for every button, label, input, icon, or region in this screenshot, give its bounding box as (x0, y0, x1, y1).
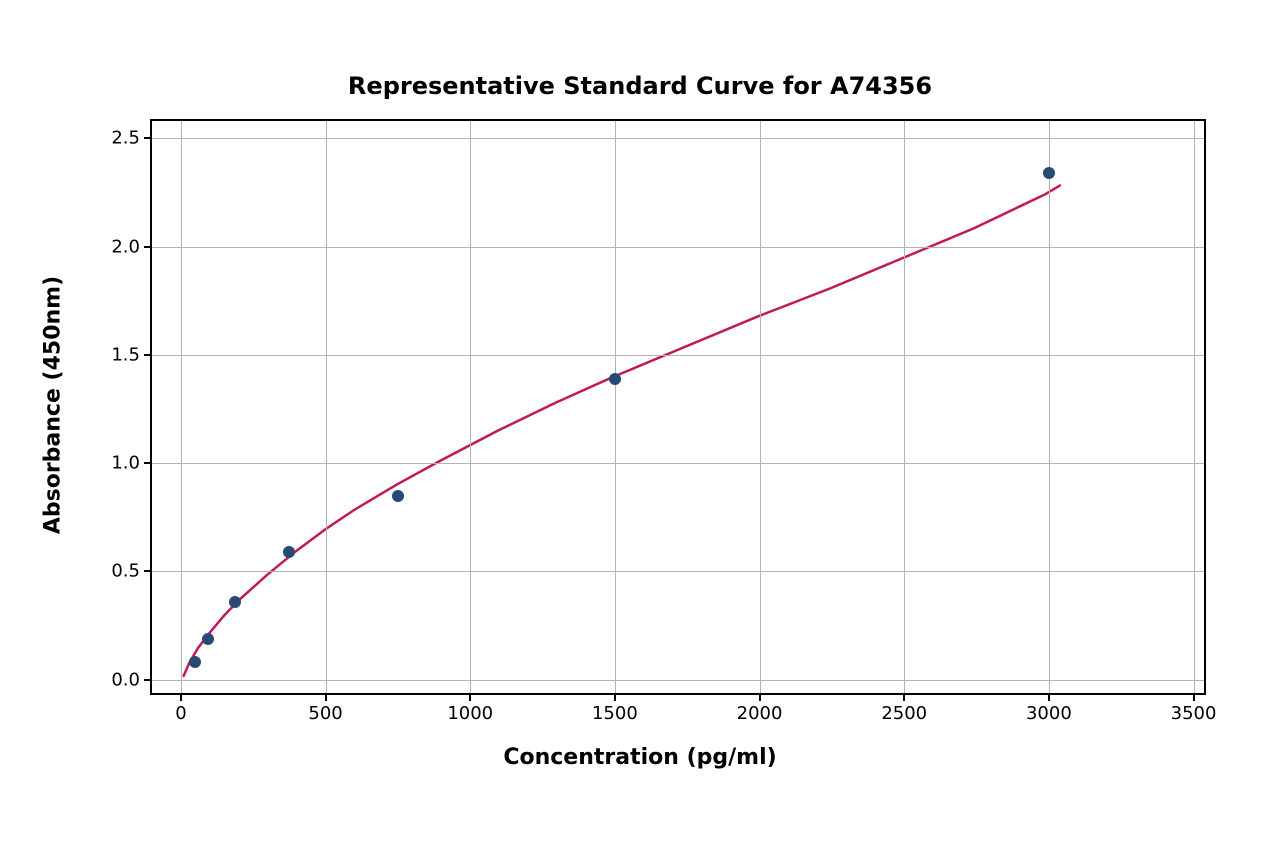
grid-line-horizontal (152, 138, 1204, 139)
y-tick-mark (144, 462, 152, 464)
y-tick-label: 1.5 (111, 344, 140, 365)
data-point (1043, 167, 1055, 179)
x-tick-mark (759, 693, 761, 701)
grid-line-horizontal (152, 355, 1204, 356)
grid-line-vertical (904, 121, 905, 693)
fit-curve-svg (152, 121, 1204, 693)
data-point (202, 633, 214, 645)
x-tick-label: 1000 (447, 703, 493, 724)
grid-line-vertical (615, 121, 616, 693)
x-tick-mark (903, 693, 905, 701)
x-tick-label: 2500 (881, 703, 927, 724)
data-point (609, 373, 621, 385)
x-tick-label: 1500 (592, 703, 638, 724)
data-point (283, 546, 295, 558)
y-tick-label: 0.0 (111, 669, 140, 690)
grid-line-vertical (760, 121, 761, 693)
y-axis-label: Absorbance (450nm) (41, 276, 66, 534)
x-tick-label: 3000 (1026, 703, 1072, 724)
y-tick-mark (144, 137, 152, 139)
y-tick-label: 2.0 (111, 236, 140, 257)
y-tick-label: 1.0 (111, 453, 140, 474)
grid-line-vertical (1194, 121, 1195, 693)
x-tick-mark (1193, 693, 1195, 701)
data-point (189, 656, 201, 668)
x-tick-mark (614, 693, 616, 701)
chart-container: Representative Standard Curve for A74356… (0, 0, 1280, 845)
x-tick-mark (325, 693, 327, 701)
grid-line-vertical (181, 121, 182, 693)
y-tick-mark (144, 354, 152, 356)
fit-curve (184, 186, 1060, 676)
x-tick-label: 2000 (737, 703, 783, 724)
grid-line-vertical (326, 121, 327, 693)
y-tick-mark (144, 679, 152, 681)
data-point (229, 596, 241, 608)
y-tick-mark (144, 246, 152, 248)
x-tick-mark (180, 693, 182, 701)
grid-line-horizontal (152, 463, 1204, 464)
x-tick-label: 500 (308, 703, 342, 724)
data-point (392, 490, 404, 502)
grid-line-horizontal (152, 571, 1204, 572)
x-tick-label: 0 (175, 703, 186, 724)
chart-title: Representative Standard Curve for A74356 (348, 72, 932, 100)
grid-line-horizontal (152, 247, 1204, 248)
x-axis-label: Concentration (pg/ml) (503, 745, 776, 770)
y-tick-mark (144, 570, 152, 572)
grid-line-vertical (1049, 121, 1050, 693)
plot-area: 05001000150020002500300035000.00.51.01.5… (150, 119, 1206, 695)
grid-line-vertical (470, 121, 471, 693)
grid-line-horizontal (152, 680, 1204, 681)
x-tick-label: 3500 (1171, 703, 1217, 724)
y-tick-label: 0.5 (111, 561, 140, 582)
y-tick-label: 2.5 (111, 128, 140, 149)
x-tick-mark (1048, 693, 1050, 701)
x-tick-mark (469, 693, 471, 701)
